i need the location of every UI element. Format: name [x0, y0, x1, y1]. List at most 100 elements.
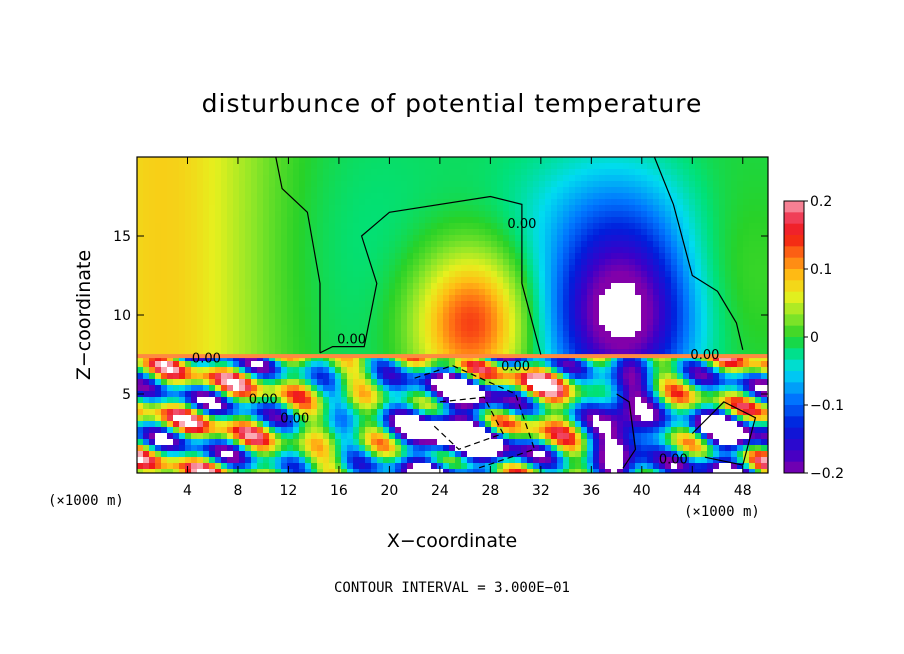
- heat-cell: [545, 403, 552, 410]
- heat-cell: [191, 283, 198, 290]
- heat-cell: [317, 277, 324, 284]
- heat-cell: [395, 307, 402, 314]
- heat-cell: [509, 235, 516, 242]
- heat-cell: [497, 157, 504, 164]
- heat-cell: [359, 295, 366, 302]
- heat-cell: [611, 307, 618, 314]
- heat-cell: [653, 349, 660, 356]
- heat-cell: [233, 181, 240, 188]
- heat-cell: [473, 403, 480, 410]
- heat-cell: [665, 349, 672, 356]
- heat-cell: [593, 217, 600, 224]
- heat-cell: [641, 433, 648, 440]
- heat-cell: [377, 325, 384, 332]
- heat-cell: [215, 409, 222, 416]
- heat-cell: [275, 433, 282, 440]
- heat-cell: [461, 439, 468, 446]
- heat-cell: [185, 433, 192, 440]
- heat-cell: [293, 307, 300, 314]
- heat-cell: [203, 277, 210, 284]
- heat-cell: [671, 391, 678, 398]
- heat-cell: [515, 271, 522, 278]
- heat-cell: [179, 211, 186, 218]
- heat-cell: [503, 229, 510, 236]
- heat-cell: [377, 307, 384, 314]
- heat-cell: [545, 181, 552, 188]
- heat-cell: [197, 235, 204, 242]
- heat-cell: [443, 391, 450, 398]
- heat-cell: [347, 409, 354, 416]
- heat-cell: [167, 301, 174, 308]
- heat-cell: [347, 301, 354, 308]
- heat-cell: [287, 355, 294, 362]
- heat-cell: [407, 355, 414, 362]
- heat-cell: [323, 283, 330, 290]
- heat-cell: [155, 301, 162, 308]
- heat-cell: [281, 319, 288, 326]
- heat-cell: [443, 163, 450, 170]
- heat-cell: [227, 295, 234, 302]
- heat-cell: [647, 397, 654, 404]
- heat-cell: [203, 373, 210, 380]
- heat-cell: [311, 229, 318, 236]
- heat-cell: [377, 259, 384, 266]
- heat-cell: [341, 169, 348, 176]
- heat-cell: [257, 361, 264, 368]
- heat-cell: [527, 307, 534, 314]
- heat-cell: [263, 367, 270, 374]
- heat-cell: [269, 445, 276, 452]
- heat-cell: [215, 367, 222, 374]
- heat-cell: [143, 319, 150, 326]
- heat-cell: [197, 307, 204, 314]
- heat-cell: [329, 301, 336, 308]
- heat-cell: [197, 211, 204, 218]
- heat-cell: [233, 157, 240, 164]
- heat-cell: [383, 223, 390, 230]
- heat-cell: [401, 247, 408, 254]
- heat-cell: [335, 253, 342, 260]
- heat-cell: [545, 247, 552, 254]
- heat-cell: [227, 457, 234, 464]
- heat-cell: [683, 253, 690, 260]
- heat-cell: [683, 325, 690, 332]
- heat-cell: [455, 307, 462, 314]
- heat-cell: [275, 211, 282, 218]
- heat-cell: [527, 427, 534, 434]
- heat-cell: [263, 373, 270, 380]
- heat-cell: [365, 211, 372, 218]
- heat-cell: [659, 319, 666, 326]
- heat-cell: [335, 313, 342, 320]
- heat-cell: [443, 331, 450, 338]
- heat-cell: [605, 211, 612, 218]
- heat-cell: [239, 247, 246, 254]
- heat-cell: [197, 463, 204, 470]
- heat-cell: [263, 355, 270, 362]
- heat-cell: [269, 247, 276, 254]
- heat-cell: [311, 367, 318, 374]
- heat-cell: [419, 199, 426, 206]
- heat-cell: [401, 469, 408, 473]
- heat-cell: [305, 223, 312, 230]
- heat-cell: [137, 367, 144, 374]
- heat-cell: [329, 223, 336, 230]
- heat-cell: [191, 181, 198, 188]
- heat-cell: [527, 361, 534, 368]
- heat-cell: [251, 259, 258, 266]
- heat-cell: [389, 409, 396, 416]
- heat-cell: [257, 169, 264, 176]
- heat-cell: [167, 211, 174, 218]
- heat-cell: [689, 361, 696, 368]
- heat-cell: [647, 379, 654, 386]
- heat-cell: [215, 385, 222, 392]
- heat-cell: [533, 349, 540, 356]
- heat-cell: [623, 313, 630, 320]
- heat-cell: [395, 277, 402, 284]
- heat-cell: [209, 385, 216, 392]
- heat-cell: [155, 157, 162, 164]
- heat-cell: [245, 355, 252, 362]
- heat-cell: [623, 259, 630, 266]
- heat-cell: [569, 277, 576, 284]
- heat-cell: [695, 271, 702, 278]
- heat-cell: [569, 445, 576, 452]
- heat-cell: [329, 277, 336, 284]
